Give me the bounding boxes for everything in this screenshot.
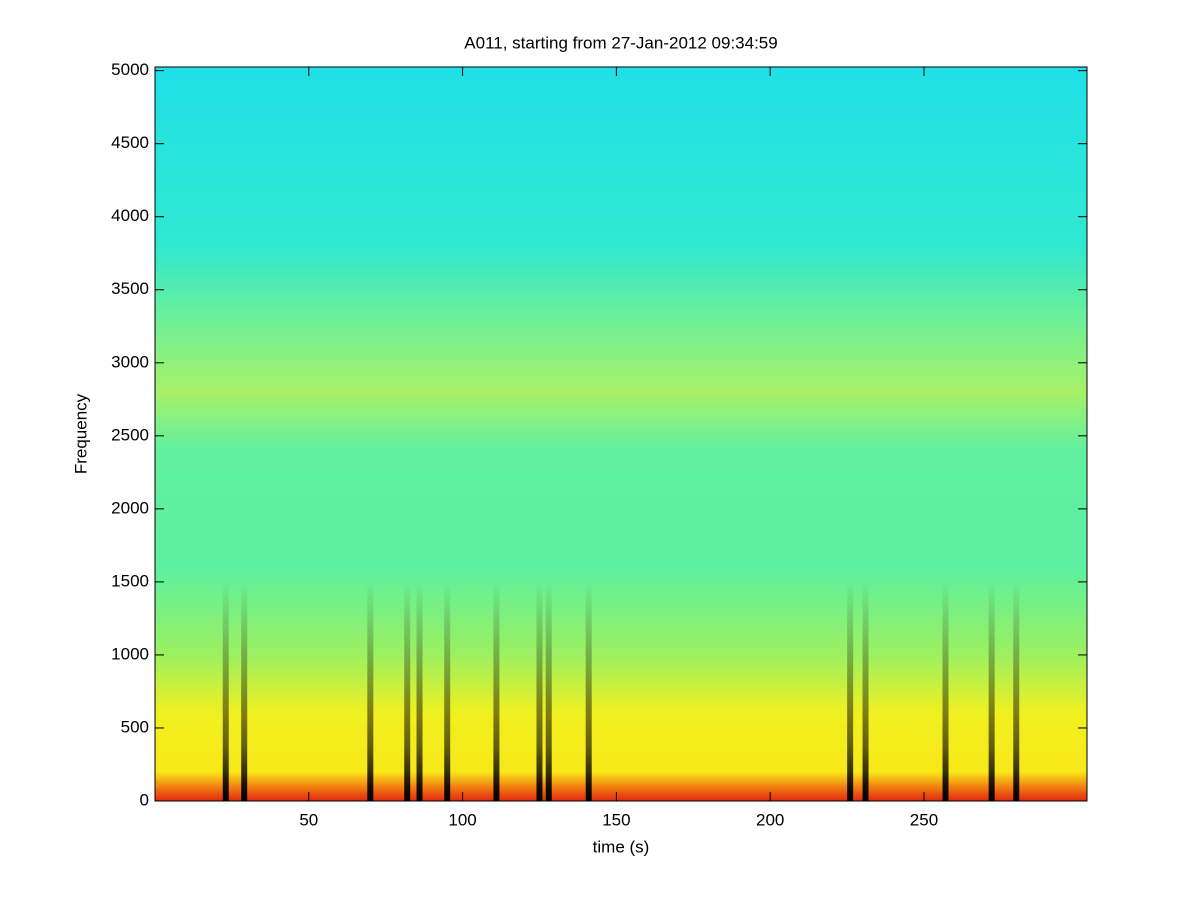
y-tick-label: 4000: [111, 206, 149, 225]
plot-frame: [154, 66, 1088, 802]
y-tick-label: 4500: [111, 133, 149, 152]
chart-title: A011, starting from 27-Jan-2012 09:34:59: [464, 33, 777, 52]
y-tick-label: 500: [121, 717, 149, 736]
burst: [493, 581, 500, 801]
y-tick-label: 1500: [111, 571, 149, 590]
burst: [444, 581, 451, 801]
burst: [536, 581, 543, 801]
y-tick-label: 2500: [111, 425, 149, 444]
x-tick-label: 150: [602, 810, 630, 829]
x-tick-label: 100: [448, 810, 476, 829]
burst: [241, 581, 248, 801]
burst: [222, 581, 229, 801]
y-tick-label: 2000: [111, 498, 149, 517]
y-tick-label: 5000: [111, 60, 149, 79]
x-tick-label: 200: [756, 810, 784, 829]
burst: [862, 581, 869, 801]
y-axis-label: Frequency: [71, 393, 90, 474]
spectrogram-image: [155, 67, 1087, 801]
burst: [988, 581, 995, 801]
x-tick-label: 250: [910, 810, 938, 829]
burst: [1013, 581, 1020, 801]
y-tick-label: 3000: [111, 352, 149, 371]
burst: [367, 581, 374, 801]
burst: [585, 581, 592, 801]
burst: [847, 581, 854, 801]
burst: [416, 581, 423, 801]
y-tick-label: 0: [140, 790, 149, 809]
burst: [942, 581, 949, 801]
y-tick-label: 3500: [111, 279, 149, 298]
x-axis-label: time (s): [593, 837, 650, 856]
burst: [404, 581, 411, 801]
burst: [545, 581, 552, 801]
x-tick-label: 50: [299, 810, 318, 829]
y-tick-label: 1000: [111, 644, 149, 663]
